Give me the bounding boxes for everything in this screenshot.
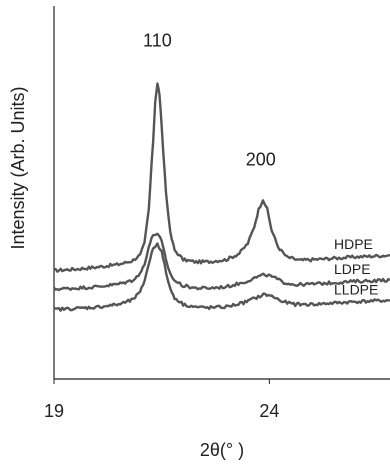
- peak-label-110: 110: [143, 31, 172, 51]
- plot-axes: 19 24: [44, 6, 390, 421]
- series-line-ldpe: [53, 232, 390, 292]
- x-tick-label: 24: [259, 401, 279, 421]
- series-line-hdpe: [53, 82, 390, 273]
- x-axis-label: 2θ(° ): [200, 440, 244, 460]
- series-layer: [53, 82, 390, 312]
- x-tick-label: 19: [44, 401, 64, 421]
- labels-layer: HDPE LDPE LLDPE 110 200: [143, 31, 378, 298]
- series-label-lldpe: LLDPE: [334, 281, 378, 297]
- peak-label-200: 200: [246, 149, 276, 169]
- series-line-lldpe: [53, 242, 390, 312]
- series-label-ldpe: LDPE: [334, 261, 371, 277]
- series-label-hdpe: HDPE: [334, 236, 373, 252]
- y-axis-label: Intensity (Arb. Units): [8, 86, 28, 249]
